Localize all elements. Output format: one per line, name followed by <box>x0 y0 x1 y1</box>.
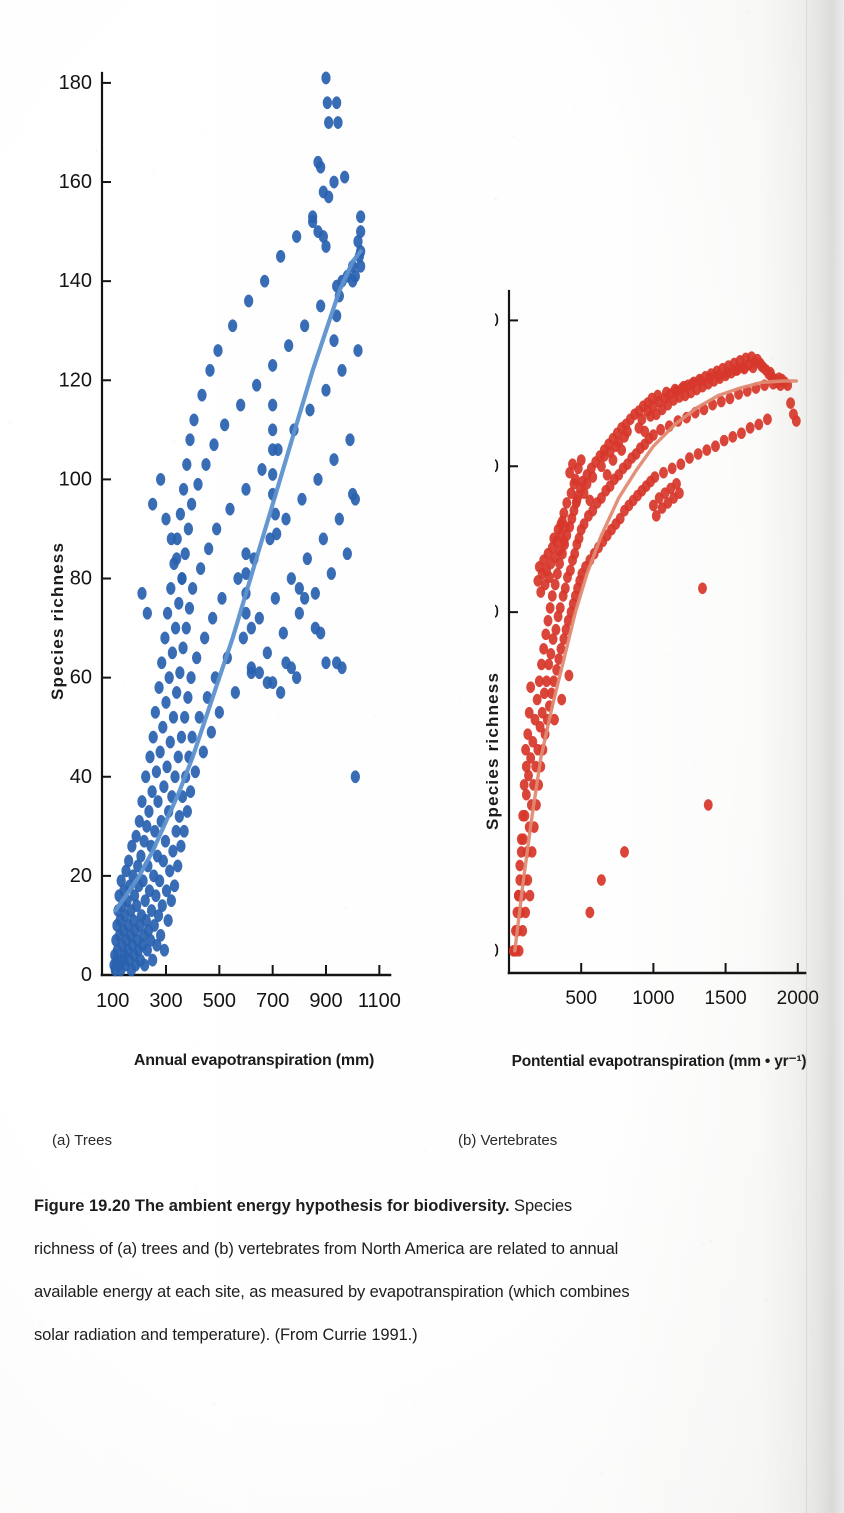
panel-a-trees: 0 20 40 60 80 100 120 140 160 180 100 300 500 700 900 1… <box>60 55 420 1015</box>
y-tick-label: 20 <box>70 865 92 887</box>
panel-b-caption: (b) Vertebrates <box>458 1132 558 1149</box>
panel-a-plot: 0 20 40 60 80 100 120 140 160 180 100 300 500 700 900 1… <box>60 71 401 1012</box>
y-tick-label: 100 <box>60 468 92 490</box>
panel-a-caption: (a) Trees <box>52 1132 113 1149</box>
y-tick-label: 0 <box>81 964 92 986</box>
y-tick-label: 120 <box>60 369 92 391</box>
panel-b-x-axis-label: Pontential evapotranspiration (mm • yr⁻¹… <box>511 1053 807 1070</box>
data-points <box>109 71 366 977</box>
panel-a-y-axis-label: Species richness <box>48 541 67 700</box>
y-tick-label: 60 <box>70 667 92 689</box>
figure-caption-body: Species richness of (a) trees and (b) ve… <box>34 1197 630 1344</box>
data-points <box>508 351 801 957</box>
page-gutter-edge <box>806 0 807 1513</box>
x-tick-label: 100 <box>96 990 129 1012</box>
x-tick-label: 700 <box>256 990 289 1012</box>
x-tick-label: 1100 <box>358 990 401 1012</box>
y-tick-label: 180 <box>60 72 92 94</box>
y-tick-label: 140 <box>60 270 92 292</box>
x-tick-label: 900 <box>309 990 342 1012</box>
figure-19-20: 0 20 40 60 80 100 120 140 160 180 100 300 500 700 900 1… <box>34 55 819 1357</box>
y-tick-label: 100 <box>495 456 499 477</box>
x-tick-label: 500 <box>203 990 236 1012</box>
panel-b-y-axis-label: Species richness <box>483 671 502 830</box>
panel-b-plot: 10 50 100 200 500 1000 1500 2000 <box>495 289 819 1009</box>
x-tick-label: 1500 <box>704 988 746 1009</box>
y-tick-label: 200 <box>495 310 499 331</box>
figure-caption: Figure 19.20 The ambient energy hypothes… <box>34 1185 634 1357</box>
y-tick-label: 10 <box>495 941 499 962</box>
figure-caption-lead: Figure 19.20 The ambient energy hypothes… <box>34 1197 510 1215</box>
x-tick-label: 2000 <box>777 988 819 1009</box>
trend-line <box>513 379 798 953</box>
y-tick-label: 50 <box>495 602 499 623</box>
x-tick-label: 1000 <box>632 988 674 1009</box>
x-tick-label: 500 <box>565 988 597 1009</box>
panel-b-vertebrates: 10 50 100 200 500 1000 1500 2000 <box>495 275 825 1015</box>
y-tick-label: 40 <box>70 766 92 788</box>
trend-line <box>113 249 363 913</box>
y-tick-label: 80 <box>70 568 92 590</box>
x-tick-label: 300 <box>149 990 182 1012</box>
panel-a-x-axis-label: Annual evapotranspiration (mm) <box>133 1052 375 1069</box>
y-tick-label: 160 <box>60 171 92 193</box>
